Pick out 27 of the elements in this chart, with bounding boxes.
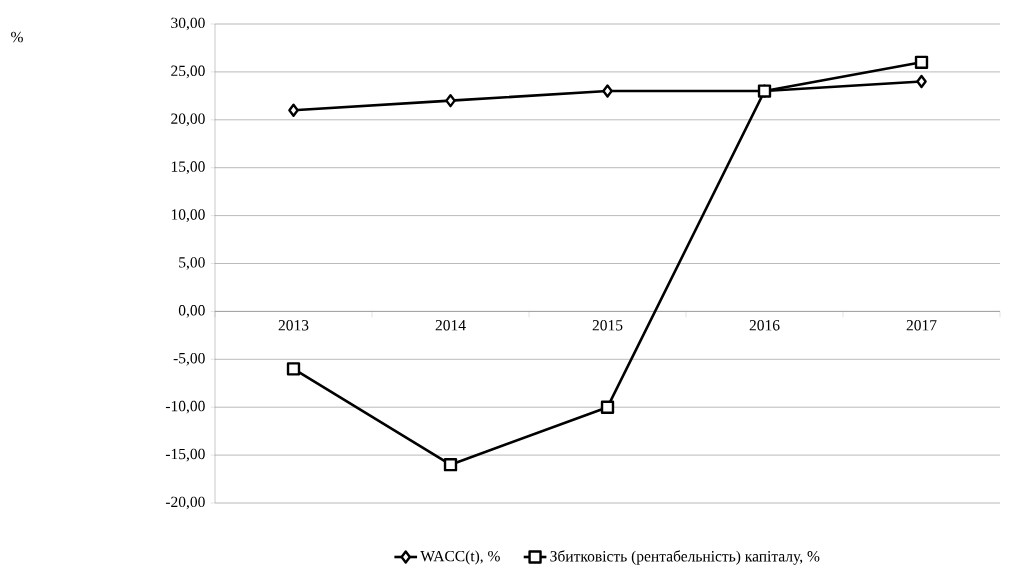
x-tick-label: 2017 <box>906 320 937 331</box>
y-tick-label: 25,00 <box>171 65 205 79</box>
x-tick-label: 2014 <box>435 320 466 331</box>
y-tick-label: 0,00 <box>178 305 205 318</box>
y-tick-label: 5,00 <box>179 257 205 270</box>
point <box>445 93 456 108</box>
y-tick-label: 30,00 <box>171 17 205 31</box>
x-tick-label: 2015 <box>592 320 623 331</box>
point <box>916 74 927 89</box>
legend-label: WACC(t), % <box>420 550 500 565</box>
x-tick-label: 2013 <box>278 320 309 331</box>
y-tick-label: -20,00 <box>165 496 205 510</box>
point <box>602 84 613 98</box>
point <box>286 362 301 376</box>
point <box>443 458 458 472</box>
x-tick-label: 2016 <box>749 320 780 331</box>
text: % <box>11 31 23 43</box>
y-tick-label: 20,00 <box>171 113 205 127</box>
y-tick-label: 15,00 <box>171 161 205 175</box>
legend-label: Збитковість (рентабельність) капіталу, % <box>550 550 820 565</box>
y-tick-label: -5,00 <box>173 352 205 366</box>
y-tick-label: 10,00 <box>171 209 205 222</box>
y-tick-label: -10,00 <box>165 400 205 414</box>
point <box>288 103 299 117</box>
point <box>600 400 615 414</box>
point <box>914 55 929 69</box>
y-tick-label: -15,00 <box>165 448 205 462</box>
